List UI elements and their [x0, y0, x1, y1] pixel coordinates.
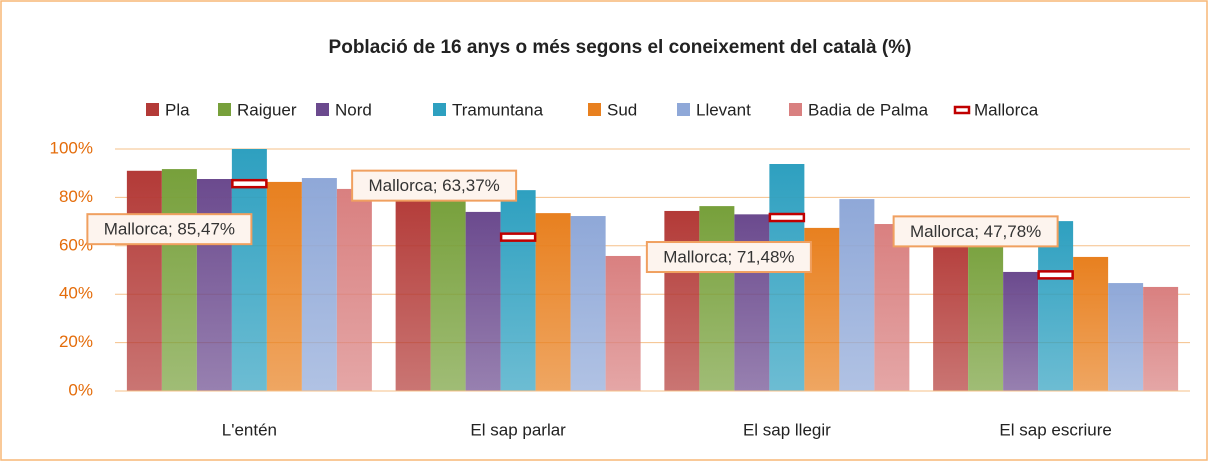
x-tick-label: El sap llegir	[743, 420, 831, 439]
legend-label: Sud	[607, 100, 637, 119]
bar	[430, 195, 466, 391]
x-tick-label: L'entén	[222, 420, 277, 439]
legend-swatch	[146, 103, 159, 116]
bar	[839, 199, 875, 391]
mallorca-marker	[231, 178, 268, 189]
bar	[500, 190, 536, 391]
bar	[126, 170, 162, 391]
mallorca-marker	[768, 212, 806, 223]
data-label-box	[892, 215, 1059, 248]
chart-title: Població de 16 anys o més segons el cone…	[329, 37, 912, 58]
bar	[266, 181, 302, 391]
data-label-box	[645, 241, 812, 274]
bar	[395, 190, 431, 391]
legend-label: Pla	[165, 100, 190, 119]
data-label: Mallorca; 63,37%	[368, 176, 499, 195]
bar	[874, 224, 910, 391]
bar	[605, 255, 641, 391]
bar	[699, 206, 735, 391]
bar	[570, 216, 606, 391]
legend-swatch	[316, 103, 329, 116]
bar	[664, 210, 700, 391]
bar	[336, 188, 372, 391]
legend-marker	[953, 105, 971, 115]
data-label: Mallorca; 85,47%	[104, 220, 235, 239]
bar	[1143, 286, 1179, 391]
data-label-box	[86, 213, 253, 246]
legend-label: Badia de Palma	[808, 100, 929, 119]
y-tick-label: 80%	[59, 187, 93, 206]
data-label: Mallorca; 47,78%	[910, 222, 1041, 241]
x-tick-label: El sap parlar	[470, 420, 566, 439]
y-tick-label: 40%	[59, 284, 93, 303]
bar	[1038, 221, 1074, 391]
y-tick-label: 20%	[59, 332, 93, 351]
bar	[535, 213, 571, 391]
bar	[968, 232, 1004, 391]
legend-label: Raiguer	[237, 100, 297, 119]
bar	[231, 149, 267, 391]
data-label: Mallorca; 71,48%	[663, 248, 794, 267]
bar	[196, 179, 232, 391]
legend-swatch	[789, 103, 802, 116]
bar	[301, 178, 337, 391]
legend-label: Mallorca	[974, 100, 1039, 119]
legend-swatch	[588, 103, 601, 116]
y-tick-label: 100%	[50, 138, 93, 157]
bar	[1073, 256, 1109, 391]
legend-label: Tramuntana	[452, 100, 544, 119]
bar	[734, 214, 770, 391]
bar	[769, 164, 805, 391]
y-tick-label: 0%	[68, 380, 93, 399]
y-tick-label: 60%	[59, 235, 93, 254]
bar	[465, 211, 501, 391]
legend-swatch	[433, 103, 446, 116]
bar	[1108, 283, 1144, 391]
legend-swatch	[218, 103, 231, 116]
legend-swatch	[677, 103, 690, 116]
mallorca-marker	[1037, 270, 1074, 280]
legend-label: Nord	[335, 100, 372, 119]
bar	[933, 226, 969, 391]
data-label-box	[351, 169, 518, 202]
bar	[1003, 271, 1039, 391]
mallorca-marker	[499, 232, 537, 242]
legend-label: Llevant	[696, 100, 751, 119]
x-tick-label: El sap escriure	[999, 420, 1111, 439]
bar	[161, 169, 197, 391]
